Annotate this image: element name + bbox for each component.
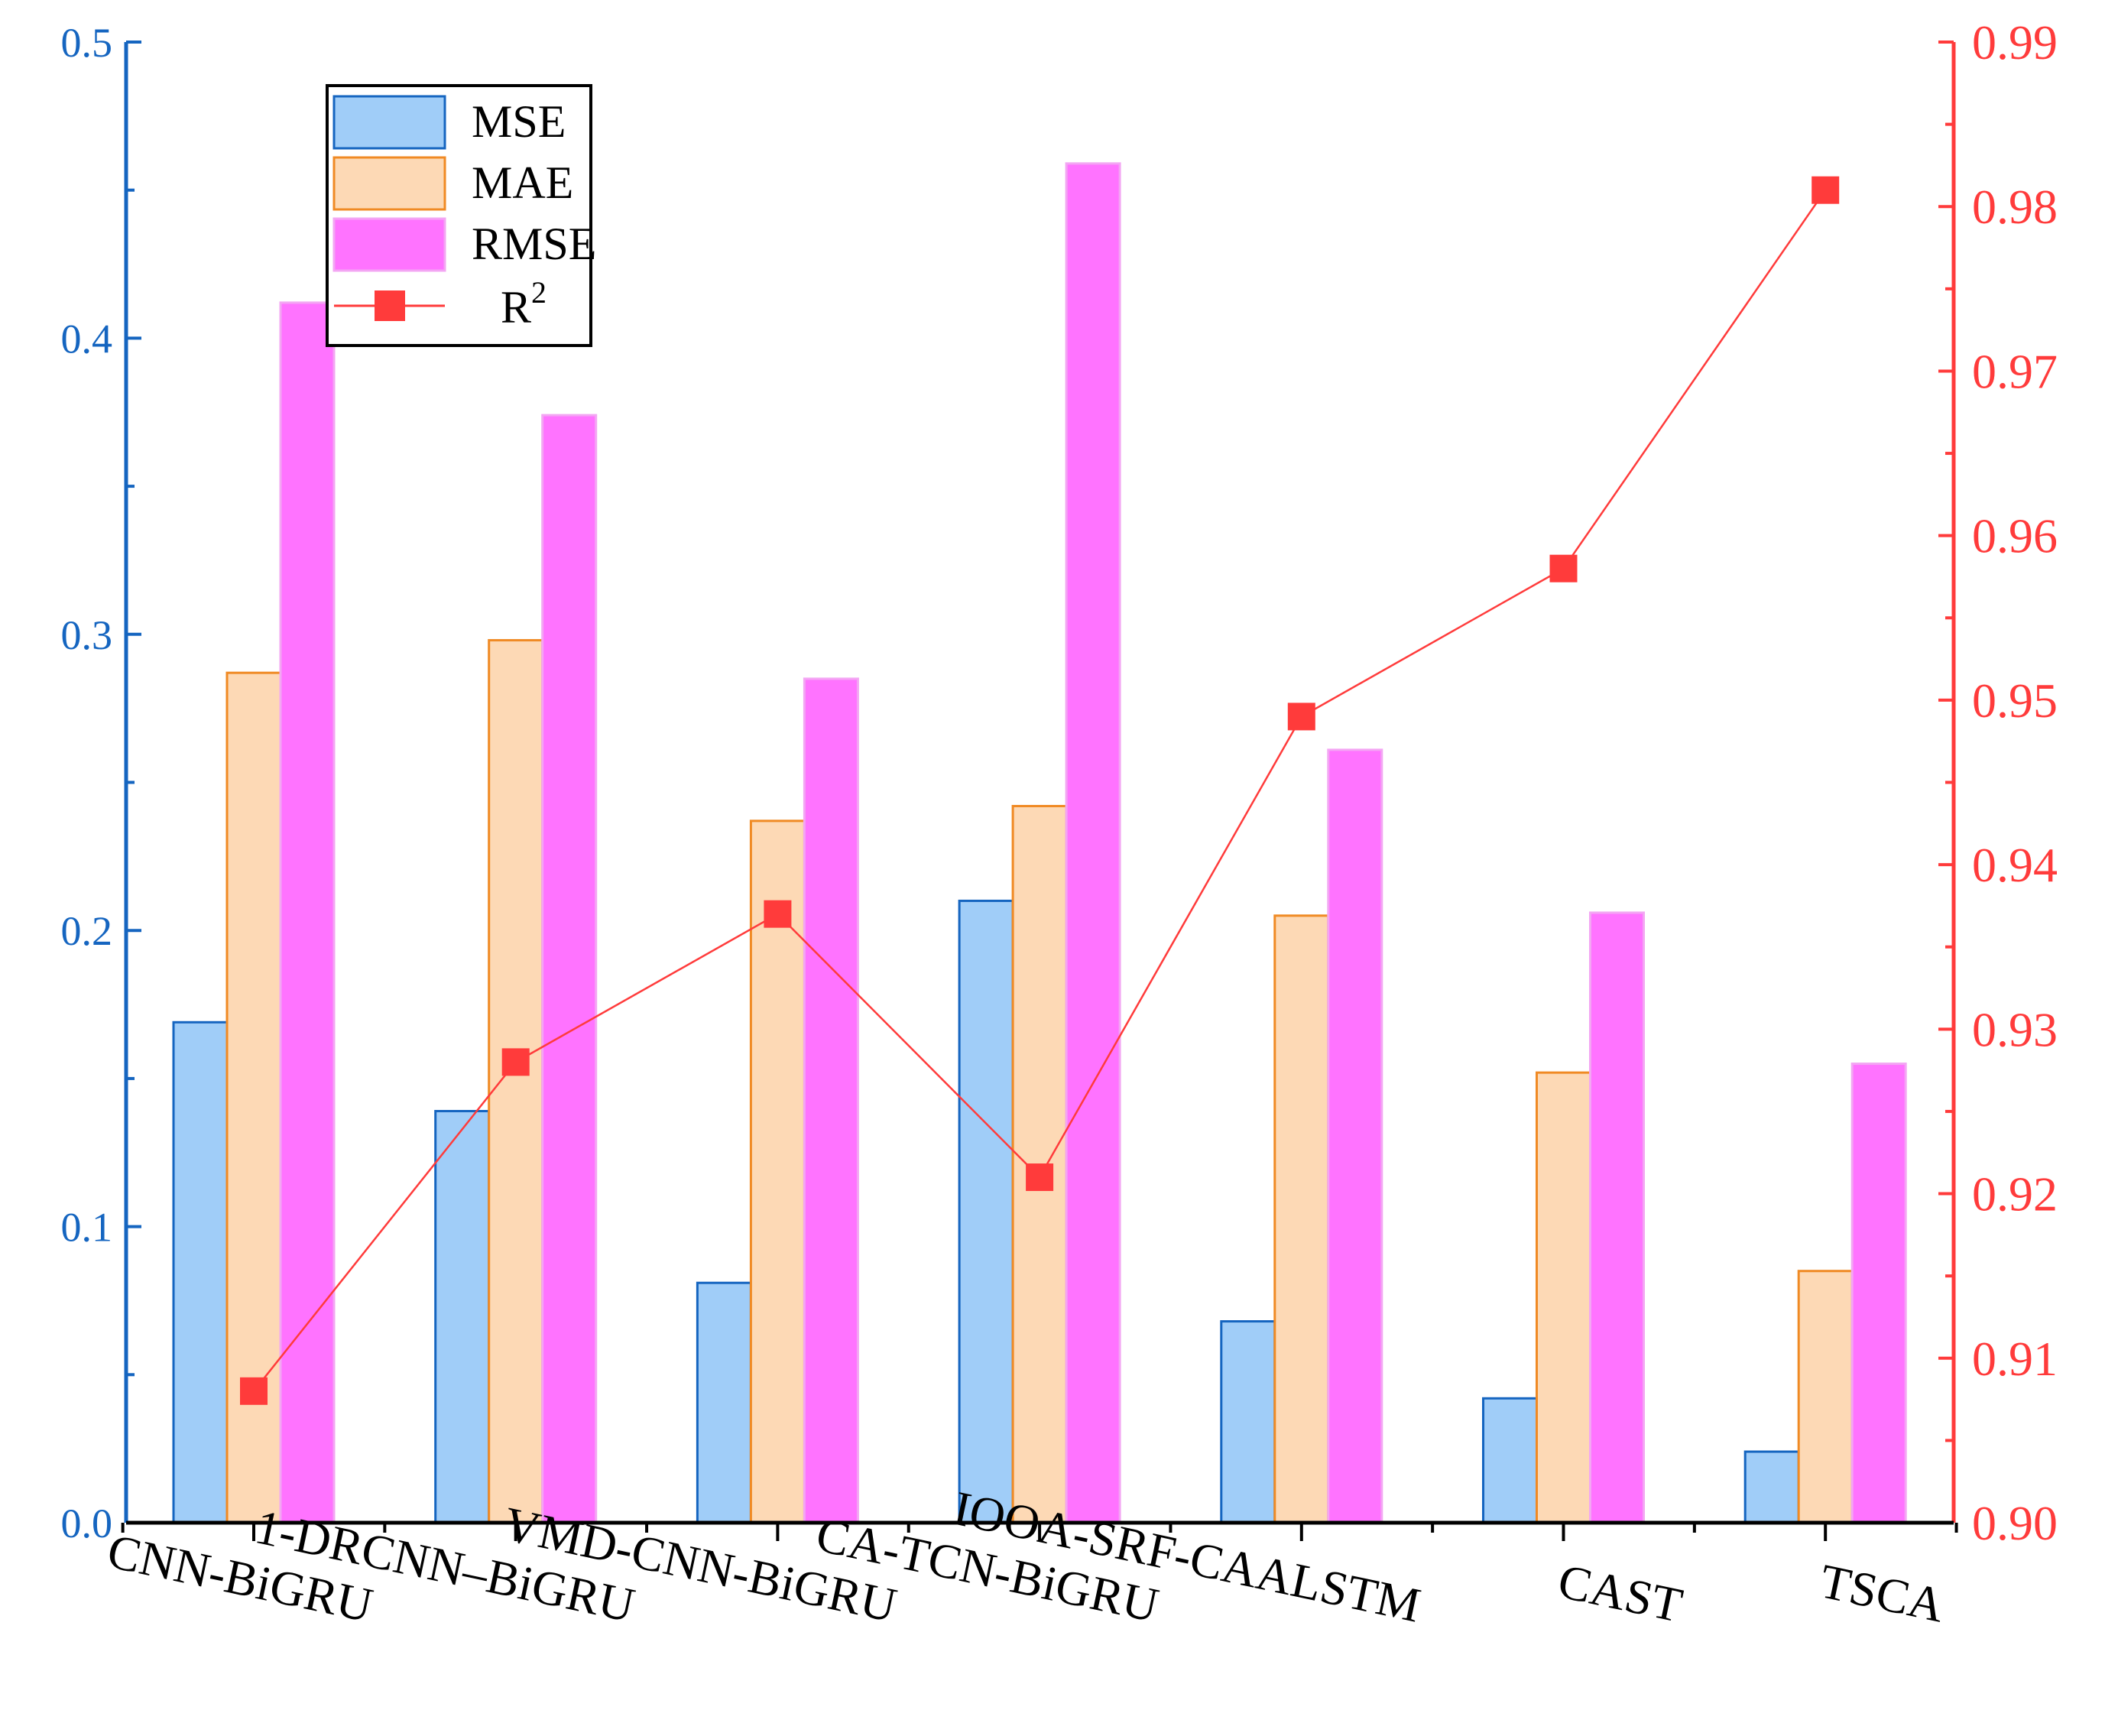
bar-mse-iooa-srf-caalstm bbox=[1220, 1320, 1276, 1524]
bars-layer bbox=[172, 162, 1907, 1524]
legend-label-mae: MAE bbox=[472, 157, 573, 208]
bar-rmse-cast bbox=[1589, 911, 1645, 1524]
right-tick-label-0-95: 0.95 bbox=[1972, 673, 2058, 728]
bar-rmse-vmd-cnn-bigru bbox=[803, 677, 859, 1524]
right-tick-label-0-92: 0.92 bbox=[1972, 1167, 2058, 1222]
r2-line-layer bbox=[240, 176, 1840, 1405]
r2-point-1-drcnn-bigru bbox=[501, 1048, 530, 1076]
r2-point-tsca bbox=[1811, 176, 1840, 204]
legend-label-mse: MSE bbox=[472, 96, 566, 147]
left-tick-label-0-4: 0.4 bbox=[61, 316, 113, 362]
bar-mse-vmd-cnn-bigru bbox=[696, 1281, 752, 1524]
right-tick-label-0-91: 0.91 bbox=[1972, 1332, 2058, 1386]
legend-label-r2-superscript: 2 bbox=[531, 275, 547, 310]
bar-mse-ca-tcn-bigru bbox=[958, 899, 1014, 1524]
right-tick-label-0-93: 0.93 bbox=[1972, 1002, 2058, 1056]
bar-mae-vmd-cnn-bigru bbox=[749, 819, 806, 1524]
legend-swatch-mse bbox=[332, 95, 446, 150]
bar-rmse-tsca bbox=[1850, 1063, 1907, 1524]
bar-mae-cast bbox=[1536, 1071, 1591, 1524]
r2-point-vmd-cnn-bigru bbox=[764, 900, 792, 928]
bar-rmse-cnn-bigru bbox=[279, 301, 336, 1524]
left-tick-label-0-3: 0.3 bbox=[61, 612, 113, 658]
left-tick-label-0-1: 0.1 bbox=[61, 1205, 113, 1251]
bar-rmse-1-drcnn-bigru bbox=[541, 414, 598, 1524]
legend-marker-r2 bbox=[375, 290, 405, 321]
bar-mae-iooa-srf-caalstm bbox=[1273, 914, 1330, 1524]
bar-mae-1-drcnn-bigru bbox=[488, 639, 544, 1524]
bar-mae-tsca bbox=[1797, 1270, 1854, 1524]
left-tick-label-0-0: 0.0 bbox=[61, 1501, 113, 1546]
left-tick-label-0-2: 0.2 bbox=[61, 908, 113, 954]
left-tick-label-0-5: 0.5 bbox=[61, 20, 113, 66]
bar-rmse-ca-tcn-bigru bbox=[1065, 162, 1121, 1524]
axes-layer: 0.0 0.1 0.2 0.3 0.4 0.5 0.90 0.91 0.92 0.93 0.94 0.… bbox=[61, 15, 2058, 1550]
legend-swatch-mae bbox=[332, 156, 446, 211]
right-tick-label-0-98: 0.98 bbox=[1972, 180, 2058, 234]
bar-rmse-iooa-srf-caalstm bbox=[1327, 748, 1383, 1524]
bar-mse-cast bbox=[1482, 1397, 1538, 1524]
bar-mse-1-drcnn-bigru bbox=[434, 1110, 491, 1524]
r2-point-iooa-srf-caalstm bbox=[1287, 703, 1315, 731]
x-label-tsca: TSCA bbox=[1815, 1553, 1949, 1632]
legend-swatch-rmse bbox=[332, 217, 446, 272]
right-tick-label-0-97: 0.97 bbox=[1972, 344, 2058, 398]
legend-label-rmse: RMSE bbox=[472, 219, 596, 269]
bar-mse-tsca bbox=[1743, 1450, 1800, 1524]
r2-point-ca-tcn-bigru bbox=[1026, 1163, 1054, 1192]
right-tick-label-0-90: 0.90 bbox=[1972, 1496, 2058, 1550]
right-tick-label-0-94: 0.94 bbox=[1972, 838, 2058, 892]
x-label-cast: CAST bbox=[1554, 1553, 1688, 1632]
right-tick-label-0-99: 0.99 bbox=[1972, 15, 2058, 70]
r2-point-cast bbox=[1549, 554, 1578, 582]
r2-point-cnn-bigru bbox=[240, 1377, 268, 1405]
bar-mse-cnn-bigru bbox=[172, 1021, 229, 1524]
x-category-labels: CNN-BiGRU1-DRCNN–BiGRUVMD-CNN-BiGRUCA-TC… bbox=[103, 1481, 1949, 1633]
right-tick-label-0-96: 0.96 bbox=[1972, 509, 2058, 563]
